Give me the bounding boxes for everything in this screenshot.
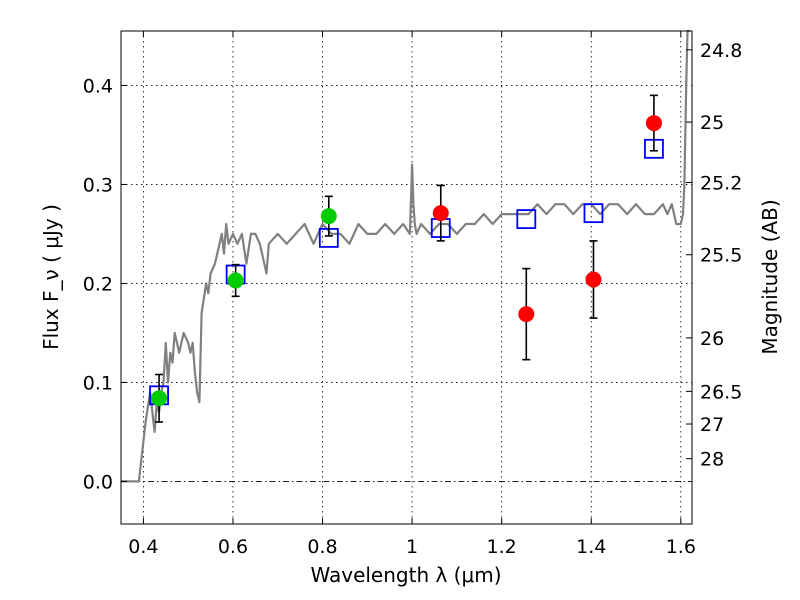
x-tick-label: 1.4 (576, 536, 606, 558)
y-right-tick-label: 25.5 (700, 245, 742, 267)
y-right-tick-label: 27 (700, 414, 724, 436)
tick-layer: 0.4 0.6 0.8 1 1.2 1.4 1.6 0.0 0.1 0.2 0.3 0.4 24.8 25… (83, 31, 742, 558)
y-right-tick-label: 24.8 (700, 40, 742, 62)
nir_observed-point (585, 271, 602, 288)
optical_observed-point (227, 272, 244, 289)
optical_observed-point (320, 208, 337, 225)
y-tick-label: 0.0 (83, 471, 113, 493)
y-axis-label: Flux F_ν ( μJy ) (39, 204, 63, 350)
error-bar-layer (155, 94, 658, 423)
model-square (516, 209, 537, 229)
optical_observed-point (151, 390, 168, 407)
x-tick-label: 1.2 (487, 536, 517, 558)
observed-point-layer (151, 115, 662, 407)
nir_observed-point (645, 115, 662, 132)
y-right-tick-label: 25 (700, 112, 724, 134)
y-right-tick-label: 28 (700, 449, 724, 471)
plot-frame (120, 30, 693, 525)
y-right-tick-label: 26.5 (700, 381, 742, 403)
y-right-tick-label: 25.2 (700, 172, 742, 194)
spectrum-layer (121, 29, 690, 483)
model-square (583, 203, 604, 224)
nir_observed-point (432, 205, 449, 222)
nir_observed-point (518, 306, 535, 323)
y-tick-label: 0.1 (83, 372, 113, 394)
x-axis-label: Wavelength λ (μm) (310, 563, 501, 587)
x-tick-label: 0.6 (218, 536, 248, 558)
grid-layer (121, 31, 692, 524)
spectrum-line (121, 29, 690, 483)
y-axis-right-label: Magnitude (AB) (758, 199, 782, 354)
y-right-tick-label: 26 (700, 328, 724, 350)
y-tick-label: 0.4 (83, 75, 113, 97)
y-tick-label: 0.3 (83, 174, 113, 196)
x-tick-label: 0.4 (128, 536, 158, 558)
y-tick-label: 0.2 (83, 273, 113, 295)
x-tick-label: 1.6 (666, 536, 696, 558)
x-tick-label: 0.8 (307, 536, 337, 558)
model-square-layer (149, 138, 664, 406)
x-tick-label: 1 (406, 536, 418, 558)
